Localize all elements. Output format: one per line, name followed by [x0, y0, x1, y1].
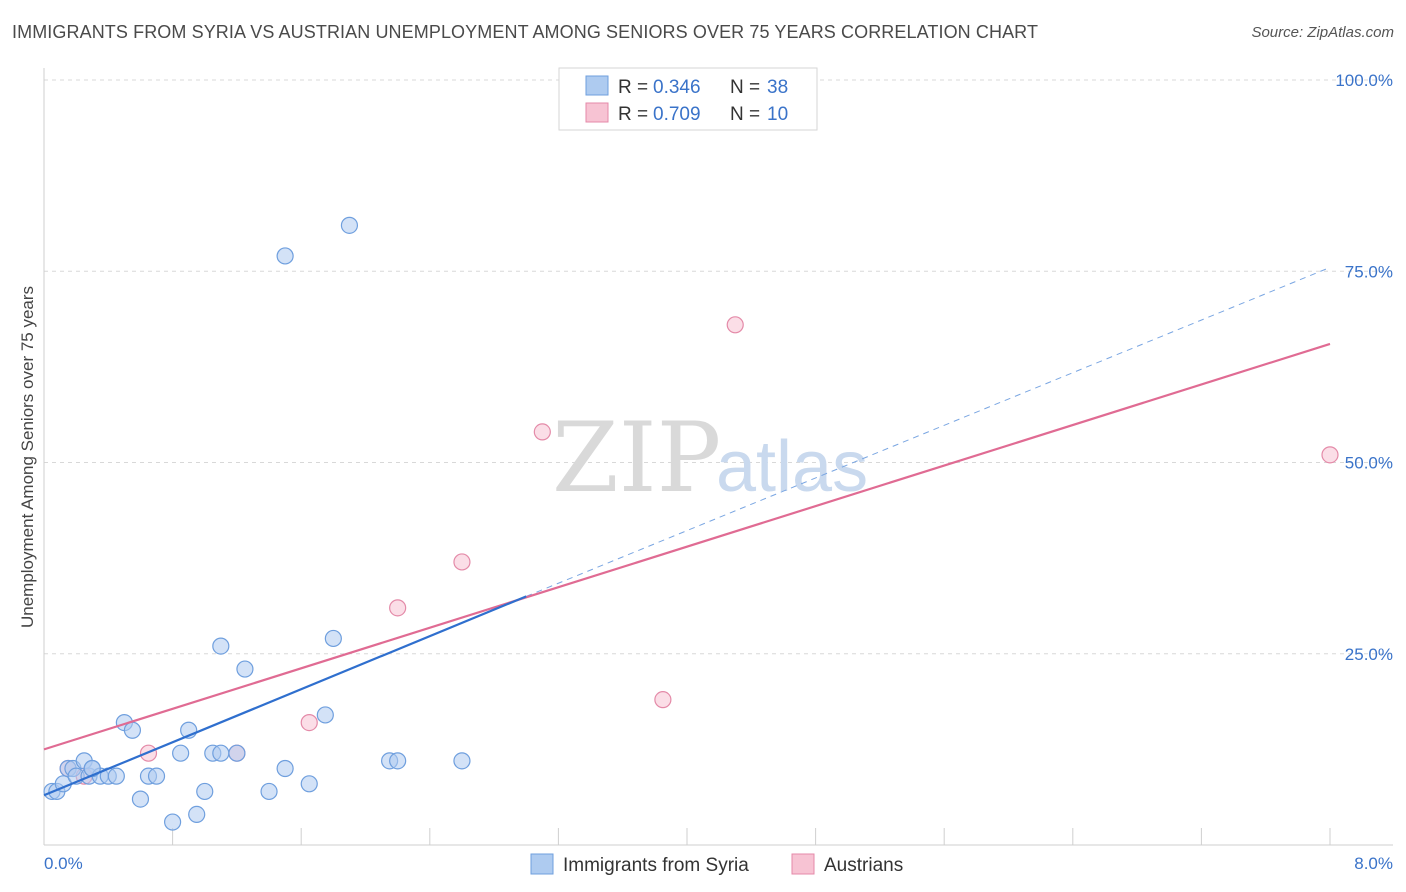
series-legend: Immigrants from Syria Austrians [530, 853, 903, 876]
y-tick-label-1: 75.0% [1345, 262, 1393, 281]
syria-point-35 [389, 752, 407, 770]
syria-trend-extension [526, 266, 1331, 597]
legend-austria-n-label: N = [730, 104, 760, 125]
syria-point-31 [316, 706, 334, 724]
syria-point-24 [212, 637, 230, 655]
syria-point-14 [131, 790, 150, 808]
watermark: ZIP atlas [552, 402, 868, 514]
x-tick-label-1: 8.0% [1354, 854, 1393, 873]
syria-point-13 [123, 721, 142, 739]
austria-point-6 [453, 553, 471, 571]
legend-syria-r-label: R = [618, 77, 648, 98]
legend-austria-swatch [585, 102, 609, 123]
austria-point-7 [533, 423, 551, 441]
legend-austria-r-value: 0.709 [653, 104, 701, 125]
bottom-legend-austria-swatch [791, 853, 815, 875]
syria-point-36 [453, 752, 471, 770]
syria-point-20 [188, 805, 206, 824]
y-axis-title: Unemployment Among Seniors over 75 years [18, 286, 37, 628]
correlation-legend: R = 0.346 N = 38 R = 0.709 N = 10 [558, 67, 818, 131]
y-tick-label-3: 25.0% [1345, 645, 1393, 664]
austria-point-5 [389, 599, 407, 617]
legend-austria-n-value: 10 [767, 104, 788, 125]
syria-point-21 [196, 782, 214, 801]
syria-point-23 [212, 744, 230, 762]
syria-point-18 [172, 744, 190, 762]
syria-point-27 [260, 782, 278, 801]
syria-point-29 [276, 247, 294, 265]
watermark-atlas: atlas [716, 427, 868, 507]
syria-point-30 [300, 775, 318, 793]
bottom-legend-austria-label: Austrians [824, 855, 903, 876]
axis-layer [43, 68, 1393, 846]
bottom-legend-syria-swatch [530, 853, 554, 875]
syria-point-32 [324, 629, 342, 648]
legend-syria-r-value: 0.346 [653, 77, 701, 98]
syria-point-11 [107, 767, 125, 785]
legend-syria-n-label: N = [730, 77, 760, 98]
y-tick-label-2: 50.0% [1345, 454, 1393, 473]
syria-point-16 [147, 767, 166, 785]
chart-title: IMMIGRANTS FROM SYRIA VS AUSTRIAN UNEMPL… [12, 22, 1039, 42]
syria-point-25 [228, 744, 246, 762]
legend-syria-n-value: 38 [767, 77, 788, 98]
austria-point-10 [1321, 446, 1339, 464]
austria-trend-line [43, 342, 1331, 751]
y-tick-label-0: 100.0% [1335, 71, 1393, 90]
syria-point-28 [276, 759, 294, 778]
tick-labels: 100.0% 75.0% 50.0% 25.0% 0.0% 8.0% [44, 71, 1393, 873]
austria-point-4 [300, 713, 318, 732]
source-credit: Source: ZipAtlas.com [1251, 24, 1394, 41]
austria-point-8 [654, 691, 672, 709]
bottom-legend-syria-label: Immigrants from Syria [563, 855, 749, 876]
watermark-zip: ZIP [552, 402, 721, 514]
legend-austria-r-label: R = [618, 104, 648, 125]
legend-syria-swatch [585, 75, 609, 96]
syria-point-26 [236, 660, 254, 678]
syria-point-17 [164, 813, 182, 831]
syria-trend-line [43, 595, 527, 797]
trend-layer [526, 266, 1331, 597]
x-tick-label-0: 0.0% [44, 854, 83, 873]
austria-point-9 [726, 316, 744, 334]
syria-point-33 [340, 216, 359, 234]
points-layer [43, 216, 1339, 831]
